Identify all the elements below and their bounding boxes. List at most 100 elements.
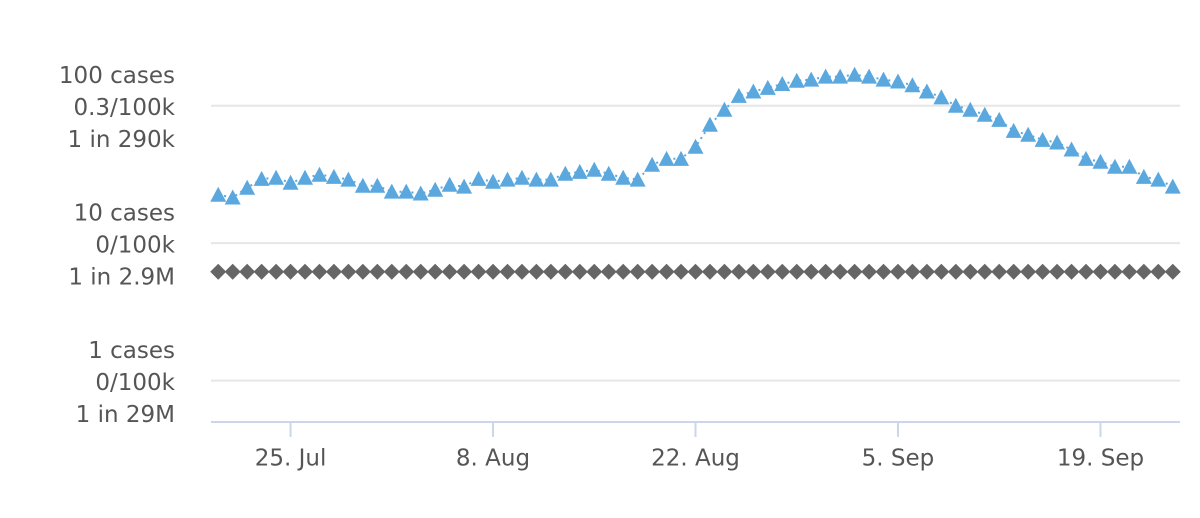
triangle-marker — [730, 87, 747, 103]
triangle-marker — [774, 75, 791, 91]
x-tick-label: 25. Jul — [255, 446, 327, 472]
y-tick-label: 1 in 2.9M — [68, 265, 175, 291]
triangle-marker — [210, 186, 227, 202]
diamond-marker — [745, 263, 762, 280]
triangle-marker — [933, 89, 950, 105]
triangle-marker — [600, 165, 617, 181]
diamond-marker — [889, 263, 906, 280]
diamond-marker — [499, 263, 516, 280]
diamond-marker — [224, 263, 241, 280]
triangle-marker — [1150, 171, 1167, 187]
x-tick-label: 19. Sep — [1057, 446, 1144, 472]
diamond-marker — [470, 263, 487, 280]
y-tick-label: 0/100k — [95, 370, 175, 396]
triangle-marker — [687, 138, 704, 154]
diamond-marker — [803, 263, 820, 280]
diamond-marker — [340, 263, 357, 280]
triangle-marker — [745, 83, 762, 99]
triangle-marker — [485, 173, 502, 189]
diamond-marker — [615, 263, 632, 280]
triangle-marker — [716, 101, 733, 117]
diamond-marker — [398, 263, 415, 280]
diamond-marker — [991, 263, 1008, 280]
triangle-marker — [1049, 134, 1066, 150]
triangle-marker — [441, 176, 458, 192]
triangle-marker — [470, 170, 487, 186]
x-tick-label: 5. Sep — [862, 446, 935, 472]
triangle-marker — [788, 72, 805, 88]
diamond-marker — [282, 263, 299, 280]
triangle-marker — [832, 68, 849, 84]
diamond-marker — [528, 263, 545, 280]
diamond-marker — [383, 263, 400, 280]
triangle-marker — [398, 183, 415, 199]
triangle-marker — [239, 179, 256, 195]
triangle-marker — [1135, 168, 1152, 184]
triangle-marker — [904, 77, 921, 93]
diamond-marker — [1150, 263, 1167, 280]
diamond-marker — [412, 263, 429, 280]
diamond-marker — [354, 263, 371, 280]
diamond-marker — [253, 263, 270, 280]
diamond-marker — [427, 263, 444, 280]
triangle-marker — [759, 79, 776, 95]
triangle-marker — [962, 101, 979, 117]
y-tick-label: 1 in 290k — [68, 127, 176, 153]
diamond-marker — [904, 263, 921, 280]
diamond-marker — [774, 263, 791, 280]
diamond-marker — [759, 263, 776, 280]
triangle-marker — [817, 68, 834, 84]
triangle-marker — [325, 168, 342, 184]
triangle-marker — [542, 171, 559, 187]
diamond-marker — [441, 263, 458, 280]
diamond-marker — [629, 263, 646, 280]
diamond-marker — [947, 263, 964, 280]
triangle-marker — [412, 185, 429, 201]
diamond-marker — [1005, 263, 1022, 280]
diamond-marker — [788, 263, 805, 280]
triangle-marker — [658, 150, 675, 166]
diamond-marker — [311, 263, 328, 280]
diamond-marker — [485, 263, 502, 280]
triangle-marker — [918, 83, 935, 99]
diamond-marker — [673, 263, 690, 280]
diamond-marker — [456, 263, 473, 280]
y-tick-label: 1 cases — [88, 338, 175, 364]
diamond-marker — [1135, 263, 1152, 280]
diamond-marker — [976, 263, 993, 280]
triangle-marker — [586, 161, 603, 177]
triangle-marker — [875, 71, 892, 87]
triangle-marker — [427, 181, 444, 197]
diamond-marker — [1020, 263, 1037, 280]
diamond-marker — [933, 263, 950, 280]
triangle-marker — [1077, 150, 1094, 166]
diamond-marker — [268, 263, 285, 280]
triangle-marker — [499, 171, 516, 187]
triangle-marker — [253, 170, 270, 186]
y-tick-label: 100 cases — [59, 63, 175, 89]
diamond-marker — [369, 263, 386, 280]
diamond-marker — [571, 263, 588, 280]
diamond-marker — [658, 263, 675, 280]
triangle-marker — [947, 97, 964, 113]
diamond-marker — [513, 263, 530, 280]
triangle-marker — [1005, 122, 1022, 138]
y-tick-label: 0.3/100k — [73, 95, 175, 121]
diamond-marker — [1063, 263, 1080, 280]
triangle-marker — [629, 171, 646, 187]
y-tick-label: 1 in 29M — [76, 402, 175, 428]
diamond-marker — [817, 263, 834, 280]
diamond-marker — [875, 263, 892, 280]
diamond-marker — [1121, 263, 1138, 280]
triangle-marker — [311, 166, 328, 182]
diamond-marker — [210, 263, 227, 280]
diamond-marker — [1034, 263, 1051, 280]
triangle-marker — [369, 177, 386, 193]
triangle-marker — [1106, 158, 1123, 174]
diamond-marker — [1106, 263, 1123, 280]
triangle-marker — [846, 66, 863, 82]
diamond-marker — [1164, 263, 1181, 280]
triangle-marker — [1063, 141, 1080, 157]
triangle-marker — [282, 174, 299, 190]
